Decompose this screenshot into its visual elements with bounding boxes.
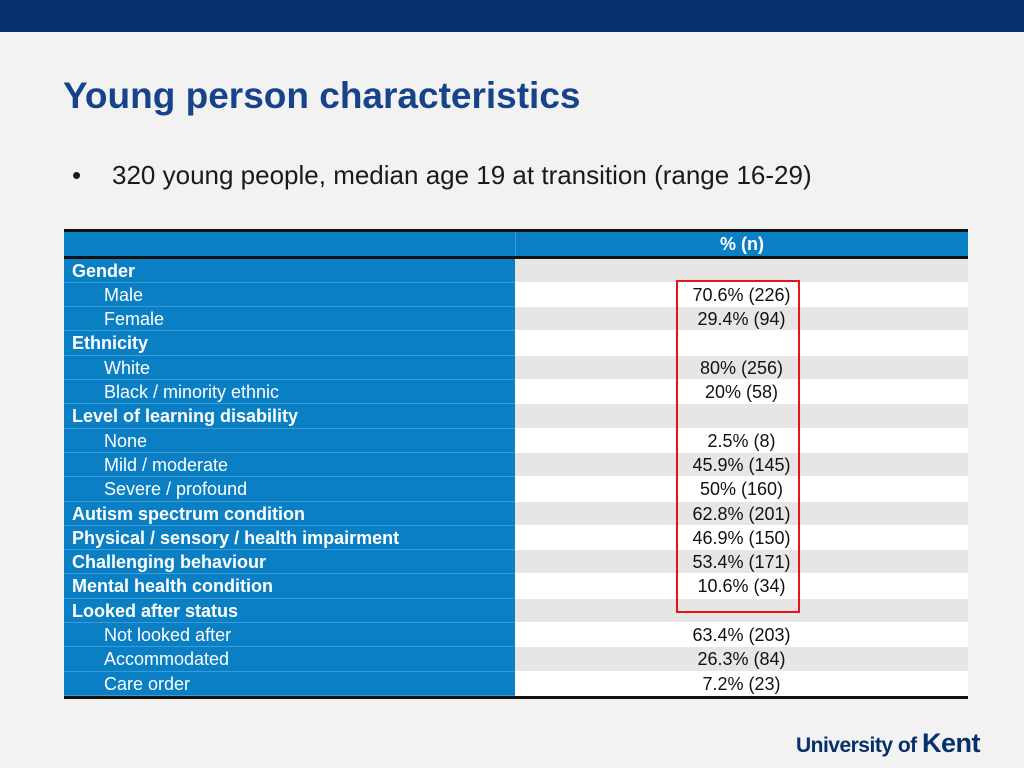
row-value: [515, 331, 968, 356]
row-value: 62.8% (201): [515, 501, 968, 526]
bullet-marker: •: [72, 160, 82, 190]
row-value: 10.6% (34): [515, 574, 968, 599]
table-body: Gender Male 70.6% (226) Female 29.4% (94) Eth…: [64, 258, 968, 696]
characteristics-table: % (n) Gender Male 70.6% (226) Female 29.4% (…: [64, 229, 968, 699]
row-value: 50% (160): [515, 477, 968, 502]
row-label: Severe / profound: [64, 477, 515, 502]
row-value: 53.4% (171): [515, 550, 968, 575]
row-label: Challenging behaviour: [64, 550, 515, 575]
row-label: Black / minority ethnic: [64, 380, 515, 405]
row-label: Care order: [64, 671, 515, 696]
row-value: 29.4% (94): [515, 307, 968, 332]
row-label: Not looked after: [64, 623, 515, 648]
table-row: Not looked after 63.4% (203): [64, 623, 968, 648]
bullet-text: 320 young people, median age 19 at trans…: [112, 160, 812, 190]
row-value: 46.9% (150): [515, 525, 968, 551]
row-value: 63.4% (203): [515, 623, 968, 648]
table-row: Autism spectrum condition 62.8% (201): [64, 501, 968, 526]
row-value: 70.6% (226): [515, 282, 968, 308]
row-label: Physical / sensory / health impairment: [64, 525, 515, 551]
row-label: Mild / moderate: [64, 452, 515, 478]
table-row: Black / minority ethnic 20% (58): [64, 380, 968, 405]
table-row: Female 29.4% (94): [64, 307, 968, 332]
row-value: 80% (256): [515, 355, 968, 381]
row-value: [515, 598, 968, 624]
row-label: Level of learning disability: [64, 404, 515, 429]
table-row: Male 70.6% (226): [64, 282, 968, 308]
table-row: Challenging behaviour 53.4% (171): [64, 550, 968, 575]
row-label: Mental health condition: [64, 574, 515, 599]
top-bar: [0, 0, 1024, 32]
table-row: Accommodated 26.3% (84): [64, 647, 968, 672]
row-label: Female: [64, 307, 515, 332]
table-row: Looked after status: [64, 598, 968, 624]
header-label-cell: [64, 232, 515, 256]
row-label: Ethnicity: [64, 331, 515, 356]
row-label: Looked after status: [64, 598, 515, 624]
row-label: Male: [64, 282, 515, 308]
row-value: 2.5% (8): [515, 428, 968, 453]
table-row: White 80% (256): [64, 355, 968, 381]
row-value: 20% (58): [515, 380, 968, 405]
row-value: [515, 258, 968, 283]
page-title: Young person characteristics: [63, 75, 581, 116]
row-value: 7.2% (23): [515, 671, 968, 696]
table-row: Care order 7.2% (23): [64, 671, 968, 696]
table-row: Mild / moderate 45.9% (145): [64, 452, 968, 478]
row-label: None: [64, 428, 515, 453]
logo-name: Kent: [922, 728, 981, 758]
table-row: Ethnicity: [64, 331, 968, 356]
logo-prefix: University of: [795, 734, 922, 757]
university-logo: University of Kent: [795, 728, 981, 759]
row-label: Autism spectrum condition: [64, 501, 515, 526]
header-percent-cell: % (n): [515, 232, 968, 256]
table-header-row: % (n): [64, 232, 968, 259]
table-row: Physical / sensory / health impairment 46…: [64, 525, 968, 551]
bullet-item: • 320 young people, median age 19 at tran…: [72, 157, 812, 193]
row-value: 45.9% (145): [515, 452, 968, 478]
table-row: None 2.5% (8): [64, 428, 968, 453]
row-value: 26.3% (84): [515, 647, 968, 672]
row-label: White: [64, 355, 515, 381]
row-label: Accommodated: [64, 647, 515, 672]
table-row: Severe / profound 50% (160): [64, 477, 968, 502]
table-row: Gender: [64, 258, 968, 283]
row-label: Gender: [64, 258, 515, 283]
row-value: [515, 404, 968, 429]
table-row: Mental health condition 10.6% (34): [64, 574, 968, 599]
table-row: Level of learning disability: [64, 404, 968, 429]
